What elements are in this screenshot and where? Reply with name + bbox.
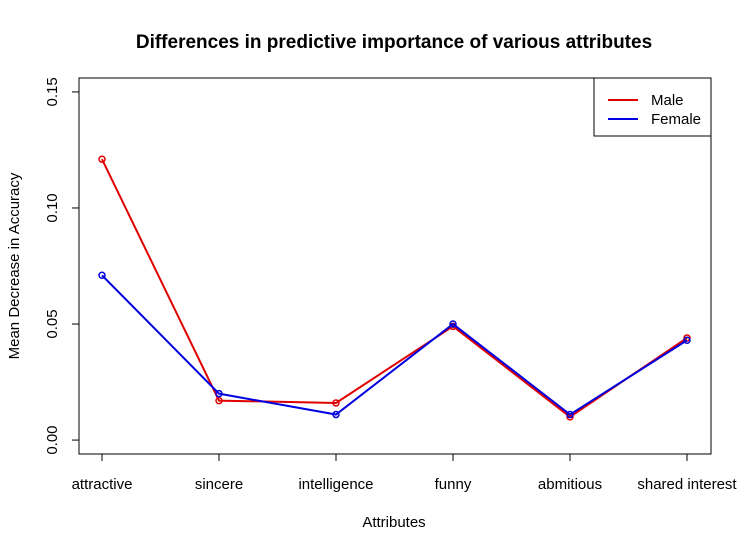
data-point [215,389,223,398]
y-tick-label: 0.15 [44,77,61,106]
series-male [98,155,691,421]
x-tick-label: intelligence [298,476,373,493]
plot-frame [78,77,712,455]
data-point [449,320,457,328]
x-axis-label: Attributes [362,514,425,531]
data-point [332,399,340,407]
data-point [215,396,223,405]
legend-label: Female [651,111,701,128]
x-tick-label: sincere [195,476,243,493]
data-point [683,336,691,345]
x-tick-label: attractive [72,476,133,493]
data-point [98,155,106,163]
series-line [101,274,688,416]
legend-box [593,77,712,137]
data-point [98,271,106,280]
x-tick-label: abmitious [538,476,602,493]
y-tick-label: 0.00 [44,425,61,454]
y-axis-label: Mean Decrease in Accuracy [6,172,23,359]
series-layer [98,155,691,421]
series-line [101,158,688,419]
y-tick-label: 0.10 [44,193,61,222]
y-tick-label: 0.05 [44,309,61,338]
x-tick-label: funny [435,476,472,493]
data-point [566,410,574,419]
legend-label: Male [651,92,684,109]
legend: Male Female [593,77,712,137]
y-axis: 0.00 0.05 0.10 0.15 [44,77,79,455]
series-female [98,271,691,419]
chart-title: Differences in predictive importance of … [136,32,652,53]
x-axis: attractive sincere intelligence funny abmiti… [72,454,737,493]
x-tick-label: shared interest [637,476,737,493]
data-point [332,410,340,419]
